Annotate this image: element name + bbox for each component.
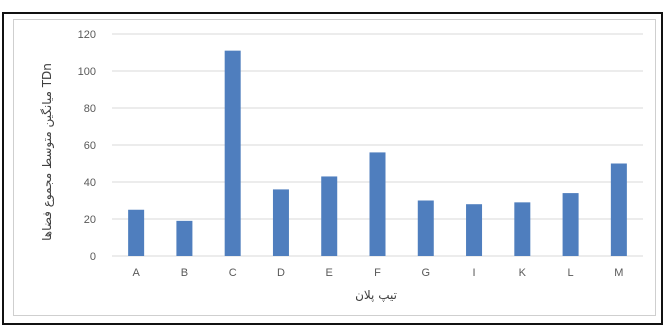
- y-tick-label: 80: [84, 103, 96, 115]
- y-tick-label: 100: [78, 66, 96, 78]
- x-tick-label: M: [614, 267, 623, 279]
- bar-A: [128, 209, 145, 256]
- bar-M: [610, 163, 627, 256]
- bar-D: [272, 189, 289, 256]
- y-tick-label: 20: [84, 214, 96, 226]
- y-tick-label: 120: [78, 29, 96, 41]
- x-axis-title: تیپ پلان: [355, 288, 397, 302]
- bar-K: [514, 202, 531, 256]
- x-tick-label: I: [473, 267, 476, 279]
- bar-L: [562, 193, 579, 256]
- x-tick-label: G: [421, 267, 430, 279]
- bar-B: [176, 220, 193, 256]
- y-axis-title: میانگین متوسط مجموع فضاها TDn: [40, 63, 55, 241]
- x-tick-label: E: [326, 267, 333, 279]
- x-tick-label: D: [277, 267, 285, 279]
- x-tick-label: K: [519, 267, 527, 279]
- y-tick-label: 60: [84, 140, 96, 152]
- bar-F: [369, 152, 386, 256]
- bar-E: [321, 176, 338, 256]
- x-tick-label: L: [568, 267, 574, 279]
- y-tick-label: 0: [90, 251, 96, 263]
- x-tick-label: B: [181, 267, 188, 279]
- bar-C: [224, 50, 241, 257]
- chart-frame: [2, 12, 663, 325]
- y-tick-labels: 0 20 40 60 80 100 120: [78, 29, 96, 263]
- x-tick-label: C: [229, 267, 237, 279]
- bars: [128, 50, 627, 257]
- chart-area-border: [13, 19, 656, 316]
- y-tick-label: 40: [84, 177, 96, 189]
- bar-I: [466, 204, 483, 256]
- x-tick-label: F: [374, 267, 381, 279]
- bar-G: [417, 200, 434, 256]
- x-tick-label: A: [132, 267, 140, 279]
